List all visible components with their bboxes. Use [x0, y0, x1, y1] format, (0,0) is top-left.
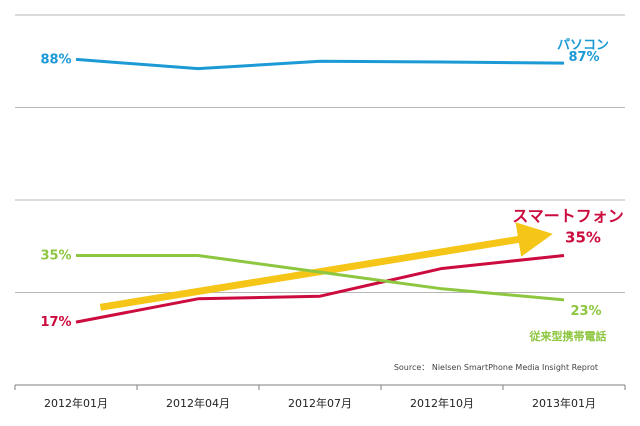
x-tick-labels: 2012年01月 2012年04月 2012年07月 2012年10月 2013年01月: [44, 396, 596, 410]
series-lines: [75, 57, 565, 324]
x-tick-label: 2012年07月: [288, 396, 352, 410]
series-name-label: スマートフォン: [512, 207, 624, 226]
end-value-label: 35%: [565, 229, 601, 247]
series-line: [75, 254, 565, 324]
start-value-label: 35%: [40, 249, 71, 264]
end-value-label: 23%: [570, 304, 601, 319]
end-value-label: 87%: [568, 50, 599, 65]
gridlines: [15, 14, 625, 293]
series-name-label: 従来型携帯電話: [529, 329, 607, 343]
source-note: Source： Nielsen SmartPhone Media Insight…: [394, 363, 598, 372]
start-value-label: 88%: [40, 52, 71, 67]
x-ticks: [14, 385, 626, 390]
x-tick-label: 2012年01月: [44, 396, 108, 410]
start-value-label: 17%: [40, 315, 71, 330]
series-name-label: パソコン: [557, 38, 609, 53]
data-labels: 88% 87%パソコン 17% 35% スマートフォン 35% 23% 従来型携帯電話: [40, 38, 623, 343]
x-tick-label: 2013年01月: [532, 396, 596, 410]
series-line: [76, 254, 565, 302]
x-tick-label: 2012年10月: [410, 396, 474, 410]
x-tick-label: 2012年04月: [166, 396, 230, 410]
series-line: [75, 57, 565, 71]
